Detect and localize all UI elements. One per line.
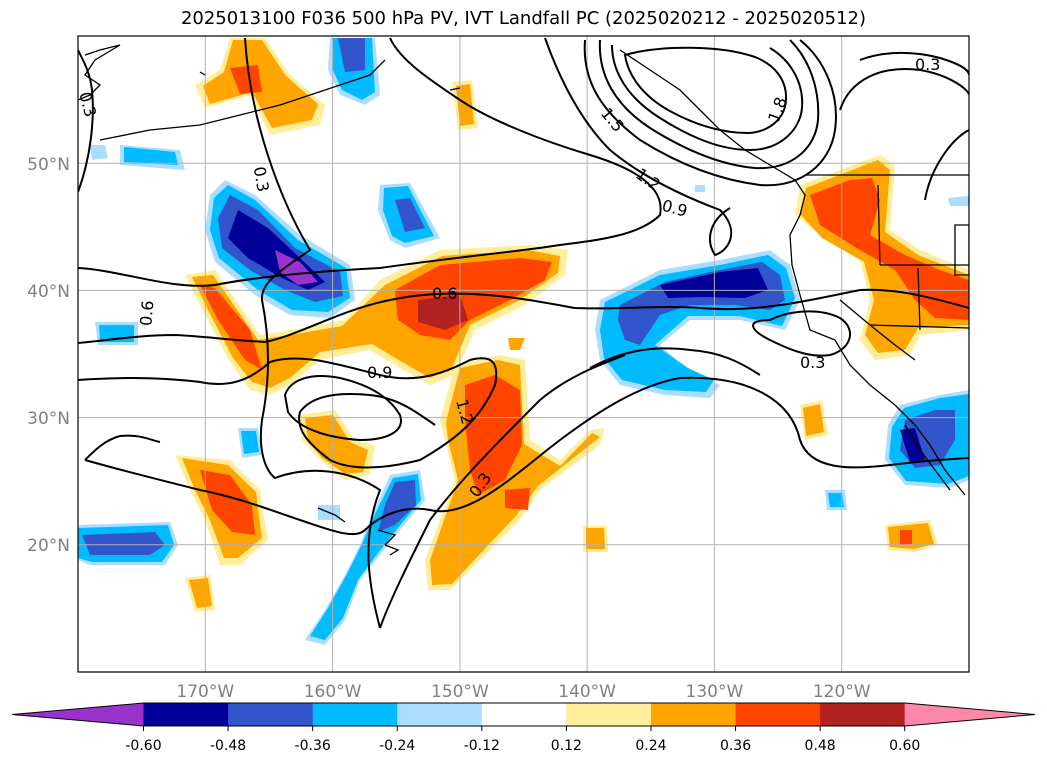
colorbar: -0.60 -0.48 -0.36 -0.24 -0.12 0.12 0.24 0.36 0.4…: [11, 702, 1036, 754]
contour-label: 0.3: [75, 90, 100, 120]
colorbar-tick-label: 0.24: [635, 738, 666, 754]
colorbar-tick-label: -0.12: [464, 738, 500, 754]
colorbar-tick-label: -0.48: [210, 738, 246, 754]
contour-label: 0.9: [367, 363, 392, 382]
lon-tick-label: 160°W: [304, 682, 362, 702]
coastlines: [78, 44, 969, 556]
colorbar-swatch: [650, 703, 737, 726]
lon-tick-label: 130°W: [686, 682, 744, 702]
colorbar-tick-label: 0.36: [720, 738, 751, 754]
colorbar-tick-label: 0.48: [805, 738, 836, 754]
colorbar-swatch: [397, 703, 483, 726]
contour-label: 0.3: [800, 353, 825, 372]
colorbar-swatch: [820, 703, 906, 726]
lat-tick-label: 50°N: [27, 155, 70, 175]
map-plot-area: 0.3 0.3 0.6 0.6 0.9 1.2 0.3 0.3 0.3 1.5 …: [75, 36, 969, 672]
colorbar-tick-label: -0.24: [379, 738, 415, 754]
map-frame: [77, 35, 970, 673]
colorbar-tick-label: 0.60: [889, 738, 920, 754]
colorbar-extend-left: [12, 703, 144, 726]
lon-tick-label: 150°W: [431, 682, 489, 702]
colorbar-swatch: [735, 703, 821, 726]
pv-contours-low: [583, 39, 837, 187]
lon-axis-labels: 170°W 160°W 150°W 140°W 130°W 120°W: [176, 682, 870, 702]
colorbar-swatch: [143, 703, 229, 726]
colorbar-tick-label: -0.60: [125, 738, 161, 754]
colorbar-tick-label: -0.36: [295, 738, 331, 754]
contour-label: 0.6: [136, 300, 157, 327]
contour-label: 0.3: [915, 55, 940, 74]
contour-label: 0.6: [432, 284, 457, 303]
lat-tick-label: 40°N: [27, 282, 70, 302]
pv-contours: [78, 37, 969, 629]
colorbar-tick-label: 0.12: [551, 738, 582, 754]
colorbar-swatch: [228, 703, 314, 726]
colorbar-swatch: [312, 703, 398, 726]
colorbar-swatch: [481, 703, 567, 726]
lon-tick-label: 170°W: [176, 682, 234, 702]
lat-tick-label: 20°N: [27, 536, 70, 556]
positive-pv-shading: [175, 38, 969, 612]
lat-axis-labels: 20°N 30°N 40°N 50°N: [27, 155, 70, 556]
colorbar-swatch: [566, 703, 652, 726]
gridlines: [78, 36, 969, 672]
lon-tick-label: 120°W: [813, 682, 871, 702]
colorbar-extend-right: [904, 703, 1035, 726]
contour-label: 0.3: [250, 165, 273, 193]
figure-title: 2025013100 F036 500 hPa PV, IVT Landfall…: [180, 8, 867, 29]
lon-tick-label: 140°W: [558, 682, 616, 702]
lat-tick-label: 30°N: [27, 409, 70, 429]
